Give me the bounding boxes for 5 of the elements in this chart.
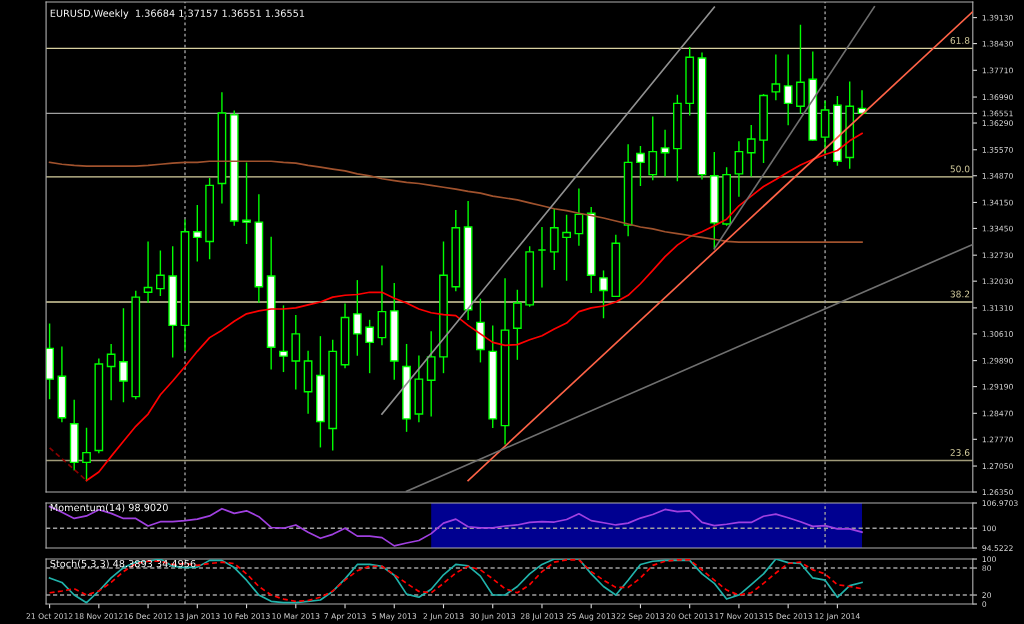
text: EURUSD,Weekly 1.36684 1.37157 1.36551 1.36551 <box>50 9 305 19</box>
annotation: 23.6 <box>950 449 970 456</box>
annotation: 50.0 <box>950 165 970 173</box>
annotation: 61.8 <box>950 37 970 44</box>
annotation: 38.2 <box>950 290 970 298</box>
